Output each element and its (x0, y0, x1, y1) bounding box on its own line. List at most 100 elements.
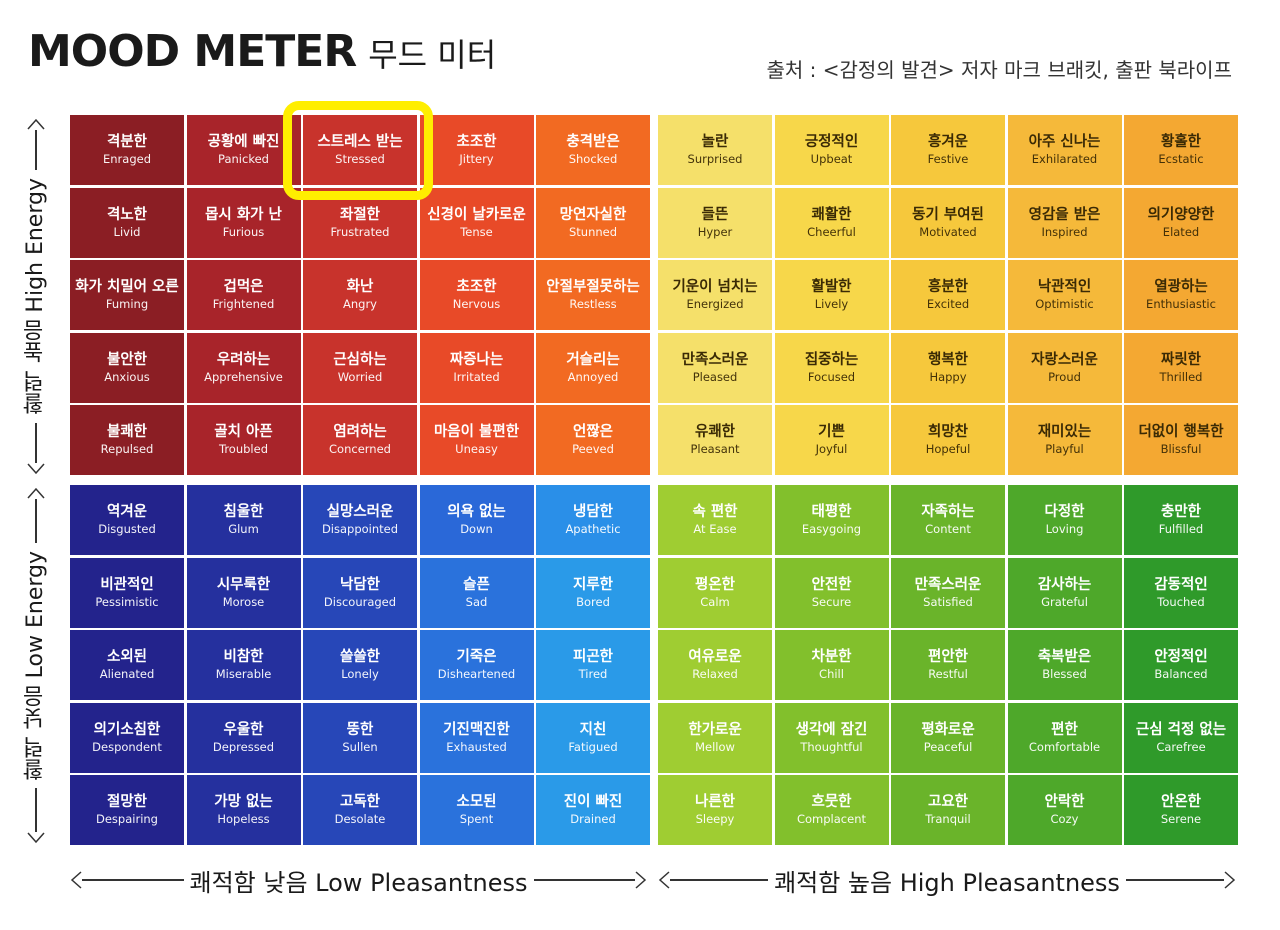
arrow-up-icon (27, 118, 45, 130)
quadrant-red: 격분한 Enraged 공황에 빠진 Panicked 스트레스 받는 Stressed 초… (70, 115, 650, 475)
mood-label-korean: 흥겨운 (927, 134, 969, 150)
mood-label-english: Upbeat (810, 152, 853, 166)
mood-label-korean: 감사하는 (1037, 576, 1092, 593)
mood-label-english: Down (460, 522, 493, 536)
mood-label-english: Blessed (1042, 667, 1087, 681)
mood-label-english: Touched (1157, 594, 1205, 609)
mood-label-english: Content (925, 522, 971, 536)
mood-label-english: Hopeless (217, 812, 270, 826)
mood-label-korean: 비관적인 (100, 576, 154, 593)
mood-label-english: Thrilled (1159, 369, 1203, 384)
mood-cell-chill: 차분한 Chill (774, 630, 889, 700)
mood-label-english: Worried (337, 369, 383, 384)
mood-cell-cozy: 안락한 Cozy (1007, 775, 1122, 845)
mood-label-english: Lively (814, 297, 849, 311)
mood-label-english: Exhausted (446, 739, 507, 754)
axis-high-pleasantness: 쾌적함 높음 High Pleasantness (658, 864, 1236, 897)
mood-cell-apathetic: 냉담한 Apathetic (536, 485, 650, 555)
mood-label-korean: 진이 빠진 (563, 794, 623, 810)
mood-label-korean: 소외된 (106, 649, 148, 665)
mood-label-english: Glum (228, 522, 259, 536)
mood-label-english: Frustrated (330, 224, 390, 239)
mood-cell-cheerful: 쾌활한 Cheerful (774, 187, 889, 258)
page-title: MOOD METER 무드 미터 (28, 26, 496, 77)
mood-label-english: Panicked (218, 152, 269, 166)
mood-label-korean: 축복받은 (1037, 649, 1092, 665)
mood-label-english: Morose (222, 594, 265, 609)
arrow-right-icon (635, 871, 647, 889)
mood-cell-shocked: 충격받은 Shocked (536, 115, 650, 185)
mood-label-english: Tranquil (925, 812, 971, 826)
mood-cell-uneasy: 마음이 불편한 Uneasy (419, 405, 534, 475)
axis-line (533, 879, 636, 881)
axis-label-high-pleasantness: 쾌적함 높음 High Pleasantness (774, 868, 1120, 897)
mood-cell-calm: 평온한 Calm (658, 557, 772, 628)
mood-label-english: Relaxed (692, 667, 738, 681)
mood-label-english: Comfortable (1028, 739, 1101, 754)
mood-label-english: Sullen (342, 739, 378, 754)
axis-line (35, 422, 37, 464)
axis-label-high-energy: 활력 높음 High Energy (23, 178, 48, 415)
mood-cell-down: 의욕 없는 Down (419, 485, 534, 555)
mood-label-english: At Ease (693, 522, 737, 536)
mood-label-english: Despairing (96, 812, 158, 826)
mood-label-korean: 자랑스러운 (1031, 351, 1098, 368)
mood-cell-thrilled: 짜릿한 Thrilled (1124, 332, 1238, 403)
mood-cell-proud: 자랑스러운 Proud (1007, 332, 1122, 403)
mood-cell-festive: 흥겨운 Festive (891, 115, 1005, 185)
axis-line (35, 130, 37, 171)
mood-label-korean: 한가로운 (688, 721, 742, 738)
mood-label-english: Irritated (453, 369, 500, 384)
mood-cell-pessimistic: 비관적인 Pessimistic (70, 557, 184, 628)
mood-cell-morose: 시무룩한 Morose (186, 557, 301, 628)
arrow-down-icon (27, 832, 45, 844)
mood-label-english: Fulfilled (1158, 522, 1204, 536)
mood-cell-frightened: 겁먹은 Frightened (186, 260, 301, 330)
axis-line (35, 499, 37, 543)
mood-cell-balanced: 안정적인 Balanced (1124, 630, 1238, 700)
quadrant-yellow: 놀란 Surprised 긍정적인 Upbeat 흥겨운 Festive 아주 신나는 Exh… (658, 115, 1238, 475)
mood-label-korean: 가망 없는 (214, 794, 273, 810)
mood-label-english: Shocked (568, 152, 618, 166)
mood-cell-furious: 몹시 화가 난 Furious (186, 187, 301, 258)
mood-label-english: Calm (700, 594, 730, 609)
mood-label-english: Sad (465, 594, 488, 609)
mood-label-korean: 속 편한 (692, 504, 738, 520)
mood-cell-pleasant: 유쾌한 Pleasant (658, 405, 772, 475)
mood-label-korean: 슬픈 (463, 576, 490, 593)
mood-cell-upbeat: 긍정적인 Upbeat (774, 115, 889, 185)
mood-cell-touched: 감동적인 Touched (1124, 557, 1238, 628)
mood-label-english: Fatigued (568, 739, 618, 754)
mood-cell-bored: 지루한 Bored (536, 557, 650, 628)
mood-cell-alienated: 소외된 Alienated (70, 630, 184, 700)
mood-cell-playful: 재미있는 Playful (1007, 405, 1122, 475)
mood-label-korean: 의기양양한 (1147, 206, 1215, 223)
mood-label-korean: 스트레스 받는 (317, 134, 403, 150)
mood-label-korean: 생각에 잠긴 (795, 721, 868, 738)
mood-cell-hopeless: 가망 없는 Hopeless (186, 775, 301, 845)
mood-label-english: Despondent (92, 739, 162, 754)
mood-label-english: Excited (926, 297, 970, 311)
mood-label-korean: 희망찬 (927, 424, 969, 440)
mood-label-korean: 의기소침한 (93, 721, 161, 738)
mood-label-english: Alienated (99, 667, 155, 681)
arrow-left-icon (70, 871, 82, 889)
mood-label-korean: 재미있는 (1037, 424, 1092, 440)
mood-cell-blessed: 축복받은 Blessed (1007, 630, 1122, 700)
mood-label-korean: 신경이 날카로운 (427, 206, 526, 223)
mood-label-english: Fuming (105, 297, 149, 311)
mood-label-korean: 초조한 (456, 134, 497, 150)
arrow-right-icon (1224, 871, 1236, 889)
mood-label-korean: 아주 신나는 (1028, 134, 1101, 150)
mood-label-english: Chill (819, 667, 844, 681)
mood-cell-focused: 집중하는 Focused (774, 332, 889, 403)
mood-label-english: Bored (576, 594, 610, 609)
mood-cell-lonely: 쓸쓸한 Lonely (303, 630, 417, 700)
mood-label-english: Drained (570, 812, 616, 826)
mood-label-english: Desolate (334, 812, 386, 826)
mood-cell-jittery: 초조한 Jittery (419, 115, 534, 185)
mood-label-korean: 안온한 (1160, 794, 1202, 810)
mood-label-english: Spent (459, 812, 494, 826)
mood-cell-apprehensive: 우려하는 Apprehensive (186, 332, 301, 403)
mood-label-korean: 짜릿한 (1160, 351, 1202, 368)
